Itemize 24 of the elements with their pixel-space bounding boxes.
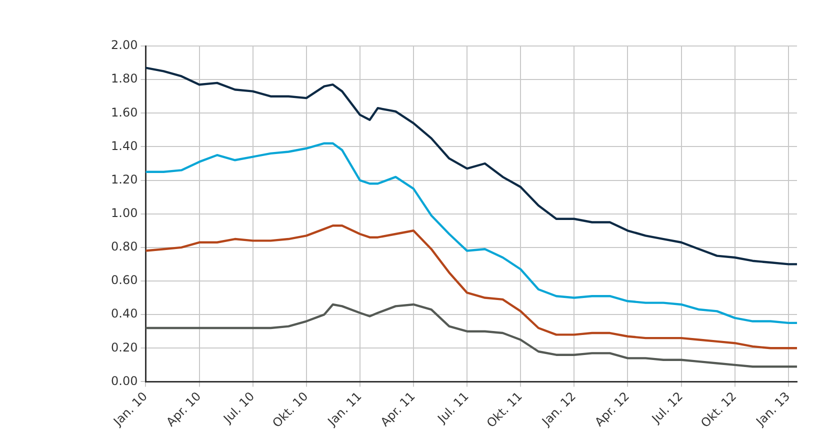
y-tick-label: 1.60 <box>111 105 138 120</box>
y-tick-label: 0.00 <box>111 374 138 388</box>
y-tick-label: 1.80 <box>111 72 138 86</box>
x-tick-label: Jan. 11 <box>324 389 364 430</box>
x-tick-label: Okt. 11 <box>484 389 525 430</box>
x-tick-label: Jan. 12 <box>538 389 578 430</box>
y-tick-label: 2.00 <box>111 38 138 52</box>
y-tick-label: 0.20 <box>111 340 138 354</box>
x-tick-label: Okt. 12 <box>698 389 740 430</box>
y-tick-label: 0.40 <box>111 306 138 321</box>
x-tick-label: Jul. 12 <box>648 389 686 426</box>
x-tick-label: Jan. 10 <box>110 389 150 430</box>
y-tick-label: 1.20 <box>111 172 138 186</box>
y-tick-label: 1.00 <box>111 206 138 220</box>
y-tick-label: 0.80 <box>111 240 138 254</box>
y-tick-label: 1.40 <box>111 138 138 153</box>
y-tick-label: 0.60 <box>111 273 138 288</box>
x-tick-label: Apr. 10 <box>164 389 204 430</box>
x-tick-label: Okt. 10 <box>270 389 311 430</box>
x-tick-label: Jul. 11 <box>434 389 472 426</box>
x-tick-label: Jul. 10 <box>220 389 258 426</box>
x-tick-label: Apr. 11 <box>378 389 418 430</box>
x-tick-label: Jan. 13 <box>752 389 793 430</box>
x-tick-label: Apr. 12 <box>592 389 632 430</box>
